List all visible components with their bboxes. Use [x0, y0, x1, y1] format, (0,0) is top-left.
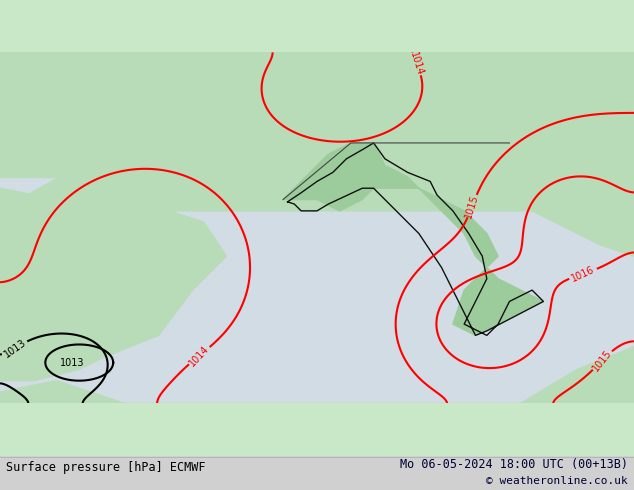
Text: 1015: 1015 — [591, 347, 614, 373]
Polygon shape — [0, 188, 226, 381]
Text: 1013: 1013 — [2, 337, 28, 359]
Text: 1016: 1016 — [570, 264, 597, 284]
Text: 1014: 1014 — [187, 343, 211, 368]
Text: © weatheronline.co.uk: © weatheronline.co.uk — [486, 476, 628, 487]
Text: 1014: 1014 — [408, 51, 425, 77]
Polygon shape — [0, 52, 634, 211]
Polygon shape — [0, 347, 634, 437]
Text: Mo 06-05-2024 18:00 UTC (00+13B): Mo 06-05-2024 18:00 UTC (00+13B) — [399, 458, 628, 471]
Polygon shape — [430, 52, 634, 256]
Text: 1015: 1015 — [464, 193, 481, 220]
Text: Surface pressure [hPa] ECMWF: Surface pressure [hPa] ECMWF — [6, 461, 206, 474]
Polygon shape — [0, 52, 634, 177]
Polygon shape — [283, 143, 543, 335]
Text: 1013: 1013 — [60, 358, 85, 368]
